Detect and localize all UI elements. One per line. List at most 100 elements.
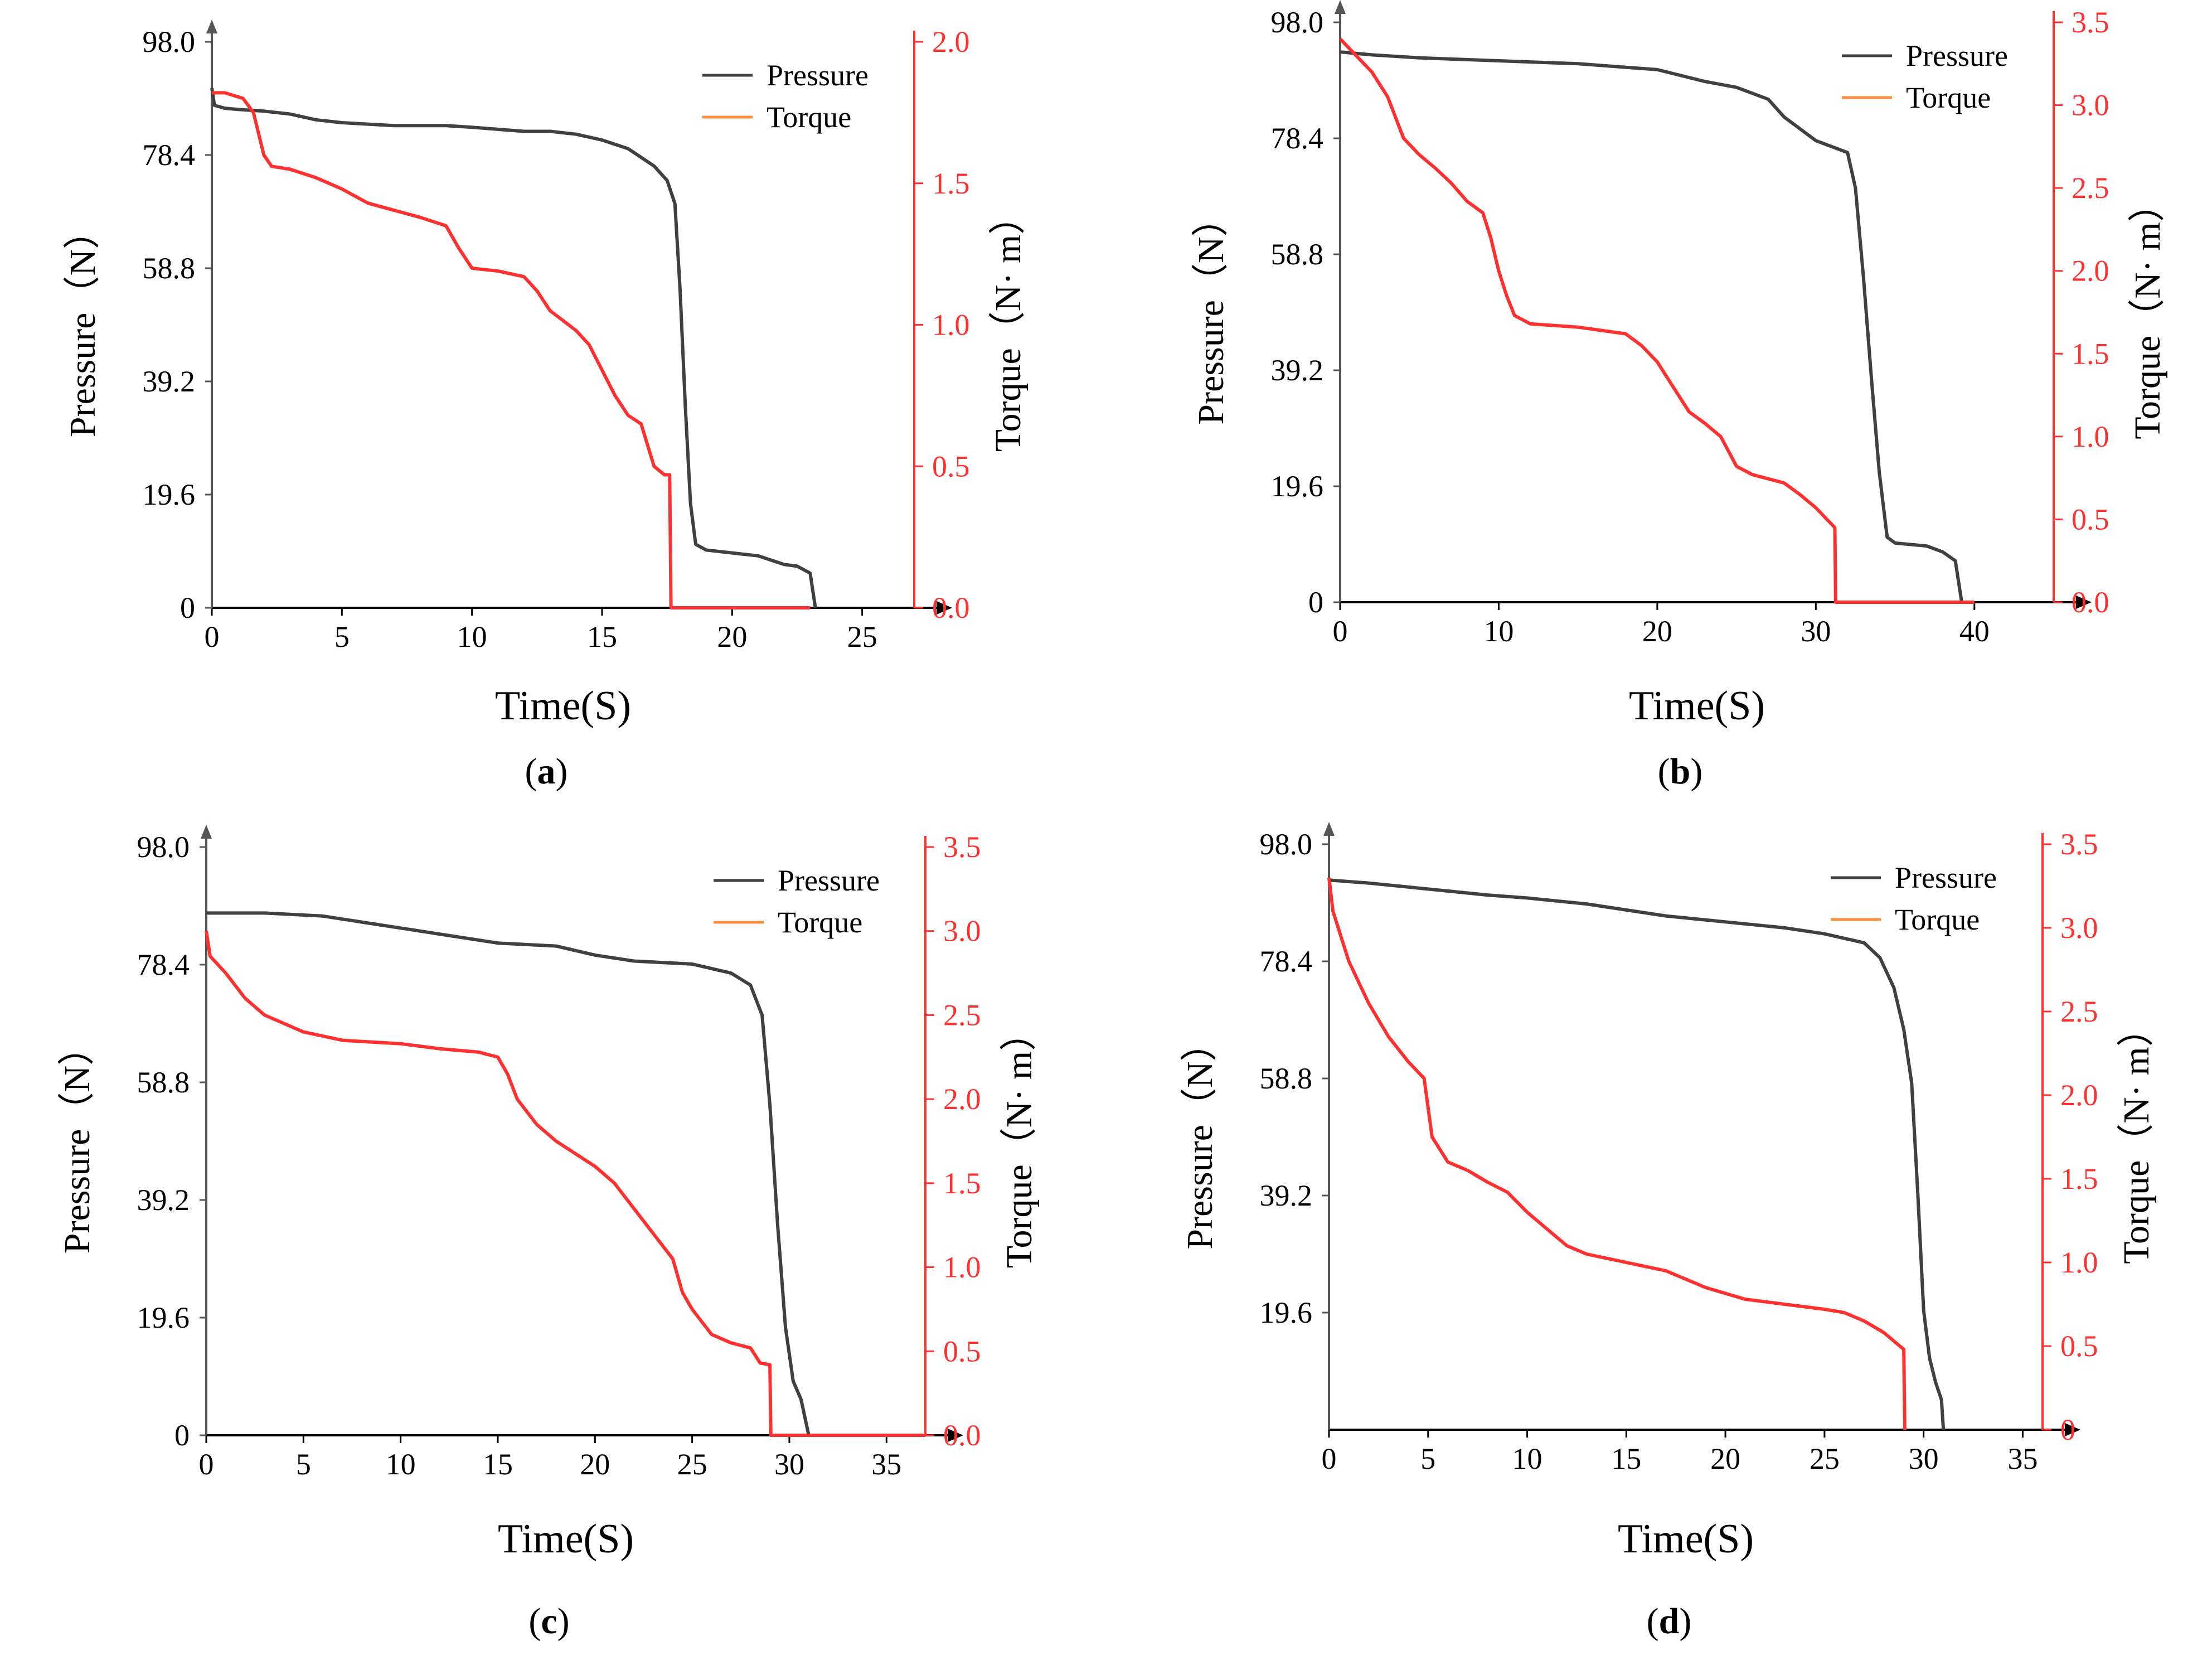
x-tick-label: 20 [717, 620, 747, 654]
y-tick-label-left: 39.2 [1271, 354, 1324, 387]
x-axis-arrow [2076, 596, 2092, 609]
y-tick-label-left: 98.0 [137, 830, 190, 864]
x-axis-title: Time(S) [495, 683, 631, 729]
x-axis-title: Time(S) [498, 1516, 634, 1562]
x-tick-label: 10 [1512, 1442, 1542, 1475]
panel-caption: (b) [1658, 751, 1703, 792]
y-tick-label-left: 78.4 [143, 138, 196, 172]
y-tick-label-left: 98.0 [1260, 828, 1313, 861]
x-axis-arrow [948, 1429, 963, 1442]
y-axis-left-arrow [1335, 0, 1346, 14]
pressure-series-line [206, 911, 811, 1436]
y-tick-label-right: 3.5 [2060, 828, 2098, 861]
y-tick-label-left: 98.0 [1271, 6, 1324, 39]
y-tick-label-right: 0.0 [943, 1419, 981, 1452]
panel-caption: (a) [525, 751, 568, 792]
y-tick-label-right: 2.0 [2072, 254, 2109, 288]
y-axis-left-title: Pressure（N） [1191, 200, 1231, 424]
legend-label-torque: Torque [767, 100, 851, 134]
y-tick-label-right: 2.5 [943, 998, 981, 1032]
y-tick-label-right: 1.5 [2060, 1162, 2098, 1196]
y-tick-label-right: 1.0 [932, 308, 970, 342]
x-axis-title: Time(S) [1618, 1516, 1754, 1562]
y-tick-label-left: 58.8 [137, 1066, 190, 1099]
y-tick-label-right: 1.0 [943, 1251, 981, 1284]
y-tick-label-left: 98.0 [143, 25, 196, 59]
y-tick-label-right: 0.5 [932, 449, 970, 483]
y-tick-label-right: 3.0 [2060, 911, 2098, 945]
x-tick-label: 40 [1959, 614, 1990, 648]
x-tick-label: 0 [205, 620, 220, 654]
x-tick-label: 30 [774, 1448, 804, 1481]
y-axis-left-arrow [206, 20, 217, 33]
x-tick-label: 0 [1333, 614, 1348, 648]
y-tick-label-left: 58.8 [1271, 238, 1324, 271]
x-tick-label: 10 [1483, 614, 1514, 648]
y-tick-label-right: 0.0 [2072, 585, 2109, 619]
y-tick-label-left: 58.8 [1260, 1062, 1313, 1095]
x-tick-label: 0 [1322, 1442, 1337, 1475]
x-tick-label: 5 [334, 620, 350, 654]
y-axis-left-title: Pressure（N） [57, 1029, 98, 1254]
chart-panel-a: 0 5 10 15 20 25 0 19.6 39.2 58.8 78.4 98.0 0.0 0.5 1.0… [62, 20, 1029, 792]
torque-series-line [1338, 37, 1975, 604]
x-tick-label: 20 [1642, 614, 1672, 648]
y-tick-label-right: 0 [2060, 1413, 2075, 1446]
y-axis-left-arrow [201, 825, 212, 839]
x-axis-title: Time(S) [1629, 683, 1765, 729]
y-tick-label-left: 78.4 [137, 948, 190, 981]
legend-label-pressure: Pressure [1906, 39, 2008, 72]
legend-label-torque: Torque [1895, 903, 1980, 936]
y-axis-left-title: Pressure（N） [1180, 1024, 1220, 1249]
y-tick-label-right: 0.5 [2060, 1329, 2098, 1363]
y-tick-label-left: 78.4 [1260, 945, 1313, 978]
x-axis-arrow [937, 601, 952, 614]
y-tick-label-left: 0 [180, 591, 195, 625]
y-tick-label-right: 2.5 [2072, 171, 2109, 205]
y-tick-label-left: 19.6 [143, 478, 196, 511]
y-tick-label-left: 19.6 [1260, 1296, 1313, 1329]
panel-caption: (c) [528, 1601, 569, 1642]
y-tick-label-left: 19.6 [1271, 470, 1324, 503]
y-tick-label-right: 1.5 [943, 1167, 981, 1200]
legend-label-pressure: Pressure [1895, 861, 1997, 894]
x-tick-label: 30 [1801, 614, 1831, 648]
y-tick-label-left: 0 [174, 1419, 190, 1452]
pressure-series-line [1340, 50, 1963, 603]
y-tick-label-left: 0 [1308, 585, 1323, 619]
legend-label-torque: Torque [1906, 81, 1991, 114]
y-tick-label-right: 2.0 [932, 25, 970, 59]
x-tick-label: 10 [386, 1448, 416, 1481]
legend-label-torque: Torque [778, 906, 862, 939]
torque-series-line [212, 91, 811, 609]
torque-series-line [1327, 877, 1907, 1430]
pressure-series-line [1328, 878, 1946, 1430]
x-tick-label: 15 [587, 620, 617, 654]
x-tick-label: 15 [483, 1448, 513, 1481]
x-tick-label: 20 [1710, 1442, 1740, 1475]
y-tick-label-right: 3.5 [943, 830, 981, 864]
y-axis-right-title: Torque（N· m） [988, 198, 1029, 452]
pressure-series-line [210, 88, 817, 608]
y-tick-label-right: 2.0 [2060, 1078, 2098, 1112]
x-tick-label: 15 [1611, 1442, 1641, 1475]
y-tick-label-right: 0.5 [2072, 502, 2109, 536]
y-tick-label-right: 1.5 [2072, 337, 2109, 370]
panel-caption: (d) [1647, 1601, 1692, 1642]
y-tick-label-right: 1.0 [2072, 420, 2109, 453]
y-tick-label-right: 2.5 [2060, 995, 2098, 1028]
y-axis-right-title: Torque（N· m） [2116, 1010, 2157, 1264]
x-tick-label: 20 [580, 1448, 610, 1481]
torque-series-line [205, 931, 925, 1437]
chart-panel-c: 0 5 10 15 20 25 30 35 0 19.6 39.2 58.8 78.4 98.0 0.0 0.… [57, 825, 1040, 1642]
x-tick-label: 25 [1810, 1442, 1840, 1475]
y-tick-label-left: 78.4 [1271, 122, 1324, 155]
chart-panel-d: 0 5 10 15 20 25 30 35 19.6 39.2 58.8 78.4 98.0 0 0.5 1.… [1180, 822, 2157, 1642]
x-tick-label: 30 [1909, 1442, 1939, 1475]
x-tick-label: 35 [871, 1448, 901, 1481]
y-tick-label-left: 39.2 [137, 1183, 190, 1217]
y-tick-label-right: 0.0 [932, 591, 970, 625]
x-tick-label: 25 [677, 1448, 707, 1481]
chart-panel-b: 0 10 20 30 40 0 19.6 39.2 58.8 78.4 98.0 0.0 0.5 1.0 1… [1191, 0, 2168, 792]
y-tick-label-left: 39.2 [143, 365, 196, 398]
